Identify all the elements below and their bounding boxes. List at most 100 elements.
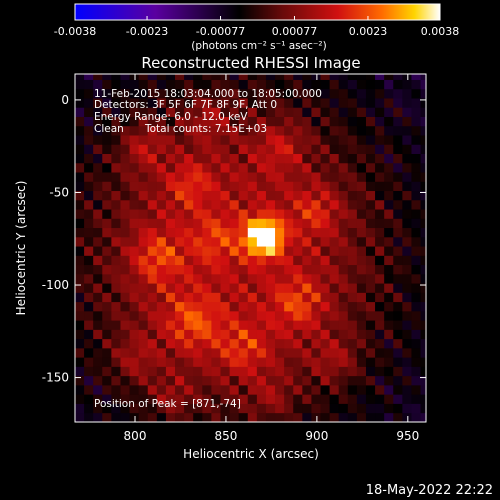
heatmap-cell (293, 116, 303, 127)
heatmap-cell (356, 375, 367, 386)
heatmap-cell (284, 199, 294, 210)
heatmap-cell (293, 338, 303, 349)
heatmap-cell (229, 236, 240, 247)
heatmap-cell (202, 74, 212, 80)
heatmap-cell (229, 412, 240, 422)
heatmap-cell (411, 301, 421, 312)
heatmap-cell (111, 79, 121, 90)
heatmap-cell (356, 357, 367, 367)
heatmap-cell (420, 403, 426, 414)
heatmap-cell (220, 310, 230, 321)
heatmap-cell (420, 301, 426, 312)
heatmap-cell (265, 153, 276, 164)
heatmap-cell (102, 79, 112, 90)
heatmap-cell (202, 172, 212, 182)
heatmap-cell (402, 116, 412, 127)
heatmap-cell (284, 74, 294, 80)
heatmap-cell (229, 301, 240, 312)
heatmap-cell (320, 329, 331, 340)
heatmap-cell (302, 162, 312, 173)
heatmap-cell (384, 74, 394, 80)
heatmap-cell (93, 320, 103, 330)
heatmap-cell (302, 135, 312, 145)
heatmap-cell (229, 403, 240, 414)
heatmap-cell (156, 116, 167, 127)
heatmap-cell (138, 98, 149, 108)
heatmap-cell (184, 273, 194, 284)
heatmap-cell (84, 116, 94, 127)
heatmap-cell (329, 125, 340, 136)
heatmap-cell (402, 218, 412, 229)
heatmap-cell (165, 246, 176, 256)
heatmap-cell (365, 329, 376, 340)
heatmap-cell (84, 88, 94, 99)
heatmap-cell (175, 107, 185, 117)
heatmap-cell (165, 338, 176, 349)
heatmap-cell (184, 199, 194, 210)
heatmap-cell (402, 107, 412, 117)
heatmap-cell (384, 347, 394, 358)
heatmap-cell (311, 310, 321, 321)
heatmap-cell (302, 107, 312, 117)
heatmap-cell (111, 98, 121, 108)
heatmap-cell (129, 107, 140, 117)
heatmap-cell (311, 116, 321, 127)
heatmap-cell (120, 384, 130, 395)
heatmap-cell (129, 153, 140, 164)
heatmap-cell (247, 357, 258, 367)
heatmap-cell (247, 292, 258, 303)
heatmap-cell (129, 357, 140, 367)
heatmap-cell (293, 403, 303, 414)
heatmap-cell (238, 273, 249, 284)
heatmap-cell (129, 116, 140, 127)
heatmap-cell (275, 384, 285, 395)
heatmap-cell (138, 264, 149, 275)
heatmap-cell (347, 264, 358, 275)
heatmap-cell (84, 218, 94, 229)
heatmap-cell (338, 310, 349, 321)
heatmap-cell (184, 264, 194, 275)
heatmap-cell (393, 98, 403, 108)
heatmap-cell (329, 412, 340, 422)
heatmap-cell (302, 320, 312, 330)
heatmap-cell (238, 412, 249, 422)
heatmap-cell (347, 199, 358, 210)
heatmap-cell (347, 181, 358, 192)
heatmap-cell (275, 394, 285, 404)
heatmap-cell (247, 329, 258, 340)
heatmap-cell (165, 74, 176, 80)
heatmap-cell (256, 88, 267, 99)
heatmap-cell (138, 236, 149, 247)
heatmap-cell (329, 292, 340, 303)
heatmap-cell (320, 98, 331, 108)
heatmap-cell (120, 98, 130, 108)
heatmap-cell (138, 88, 149, 99)
heatmap-cell (175, 98, 185, 108)
heatmap-cell (329, 88, 340, 99)
heatmap-cell (365, 347, 376, 358)
heatmap-cell (393, 255, 403, 266)
heatmap-cell (320, 246, 331, 256)
heatmap-cell (256, 162, 267, 173)
heatmap-cell (111, 366, 121, 377)
heatmap-cell (147, 227, 158, 238)
heatmap-cell (175, 375, 185, 386)
heatmap-cell (393, 107, 403, 117)
heatmap-cell (293, 125, 303, 136)
heatmap-cell (293, 107, 303, 117)
heatmap-cell (411, 74, 421, 80)
heatmap-cell (220, 366, 230, 377)
heatmap-cell (320, 301, 331, 312)
heatmap-cell (375, 125, 385, 136)
heatmap-cell (84, 292, 94, 303)
heatmap-cell (411, 209, 421, 219)
heatmap-cell (184, 135, 194, 145)
heatmap-cell (156, 320, 167, 330)
heatmap-cell (138, 144, 149, 154)
heatmap-cell (165, 366, 176, 377)
heatmap-cell (311, 292, 321, 303)
heatmap-cell (111, 403, 121, 414)
heatmap-cell (184, 329, 194, 340)
heatmap-cell (84, 199, 94, 210)
heatmap-cell (275, 181, 285, 192)
